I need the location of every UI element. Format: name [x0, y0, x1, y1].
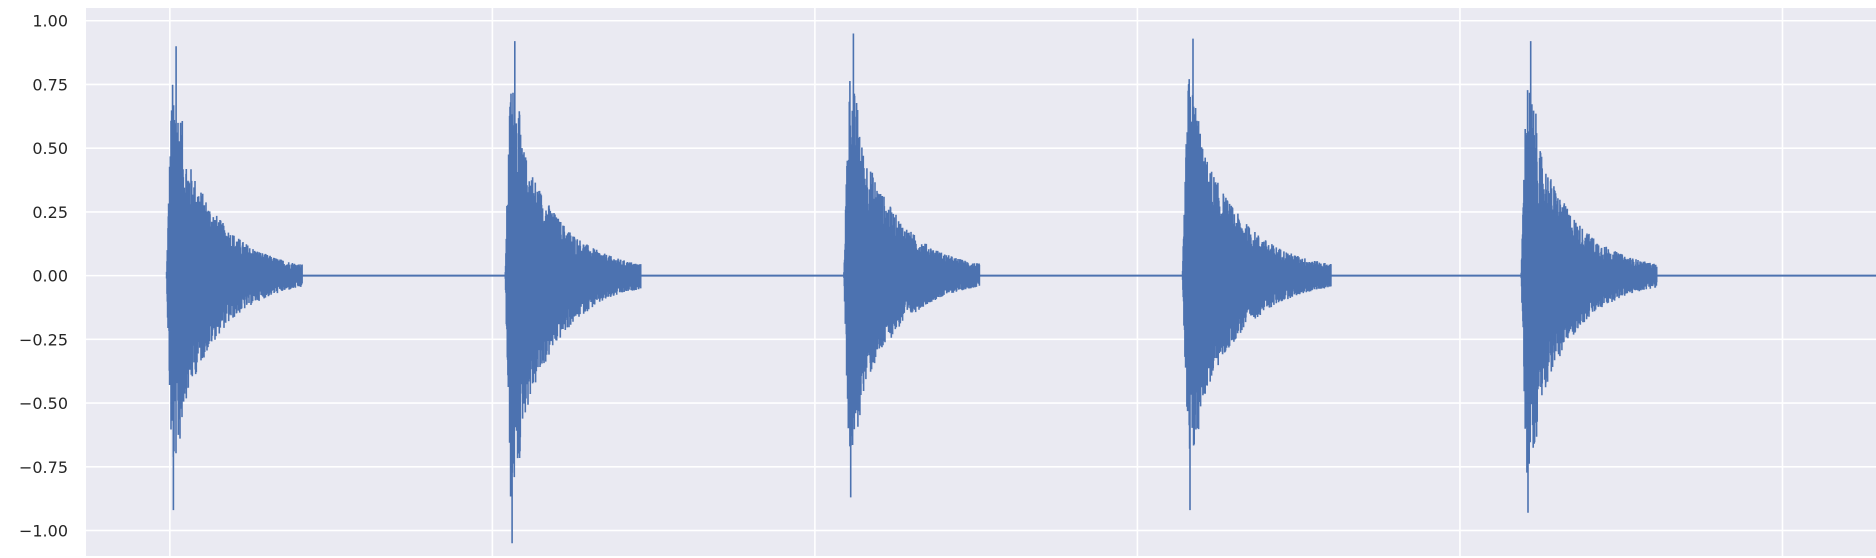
waveform-burst-path: [1520, 41, 1658, 513]
waveform-burst-path: [843, 33, 981, 498]
y-tick-label: −0.50: [19, 394, 68, 413]
series-layer: [165, 33, 1876, 544]
waveform-burst: [843, 33, 981, 498]
waveform-burst: [1520, 41, 1658, 513]
y-tick-label: 0.75: [32, 75, 68, 94]
y-tick-label: −0.25: [19, 330, 68, 349]
waveform-burst-path: [1181, 38, 1332, 511]
y-tick-label: 1.00: [32, 12, 68, 31]
waveform-burst-path: [504, 41, 642, 544]
y-tick-label: 0.00: [32, 267, 68, 286]
y-tick-label: 0.25: [32, 203, 68, 222]
waveform-burst-path: [165, 46, 303, 511]
y-axis-ticks: 1.00 0.75 0.50 0.25 0.00 −0.25 −0.50 −0.75 −1.00: [19, 12, 68, 541]
waveform-burst: [504, 41, 642, 544]
y-tick-label: −0.75: [19, 458, 68, 477]
waveform-burst: [1181, 38, 1332, 511]
waveform-burst: [165, 46, 303, 511]
y-tick-label: −1.00: [19, 522, 68, 541]
y-tick-label: 0.50: [32, 139, 68, 158]
